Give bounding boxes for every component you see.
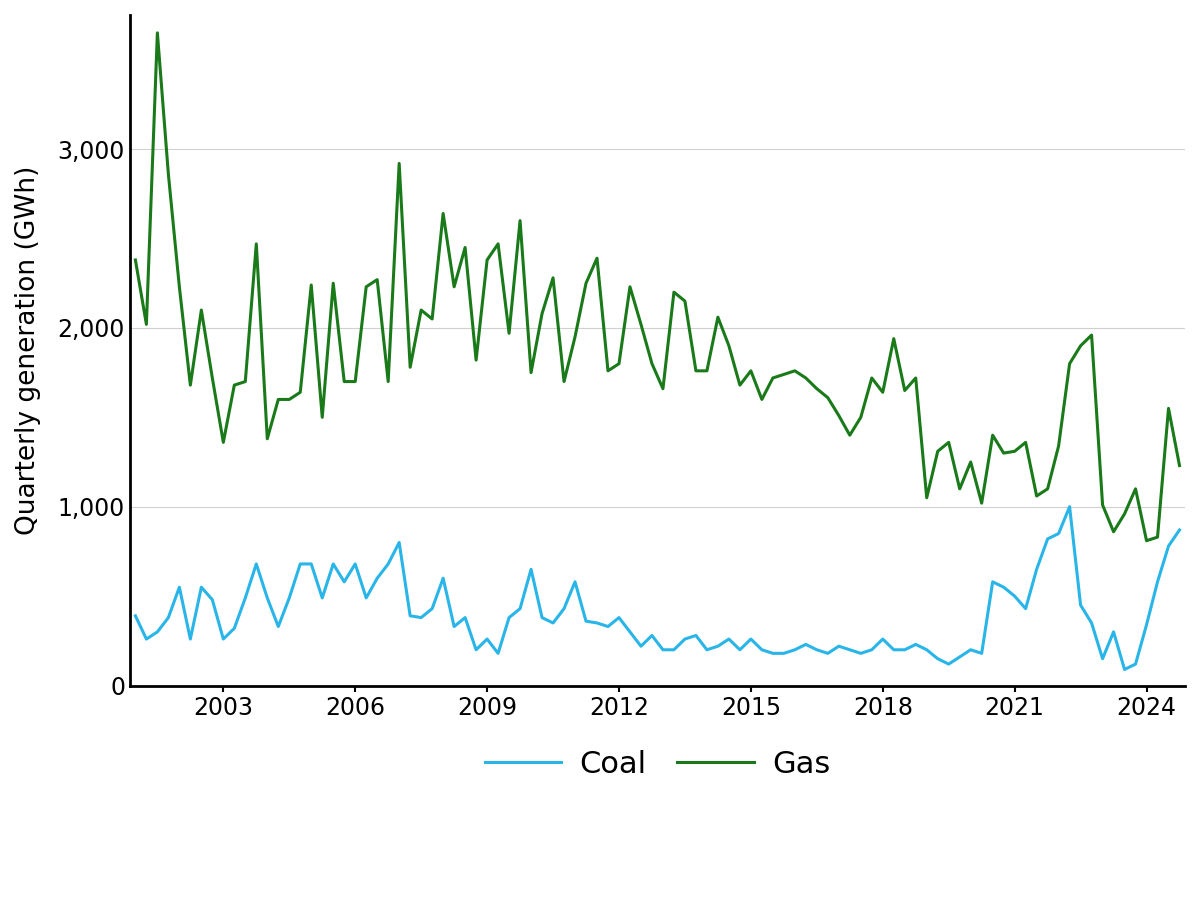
Gas [436, 208, 450, 219]
Gas [1096, 500, 1110, 510]
Gas [282, 394, 296, 405]
Coal [425, 603, 439, 614]
Coal [128, 610, 143, 621]
Line: Gas: Gas [136, 33, 1180, 541]
Gas [150, 28, 164, 39]
Gas [590, 253, 605, 264]
Coal [271, 621, 286, 632]
Gas [1172, 460, 1187, 471]
Y-axis label: Quarterly generation (GWh): Quarterly generation (GWh) [16, 166, 41, 535]
Coal [1096, 653, 1110, 664]
Legend: Coal, Gas: Coal, Gas [473, 737, 842, 791]
Gas [128, 255, 143, 266]
Coal [689, 630, 703, 641]
Coal [578, 616, 593, 626]
Coal [1062, 501, 1076, 512]
Gas [1139, 536, 1153, 546]
Coal [655, 644, 670, 655]
Gas [667, 287, 682, 298]
Gas [700, 365, 714, 376]
Line: Coal: Coal [136, 507, 1180, 670]
Coal [1117, 664, 1132, 675]
Coal [1172, 525, 1187, 535]
